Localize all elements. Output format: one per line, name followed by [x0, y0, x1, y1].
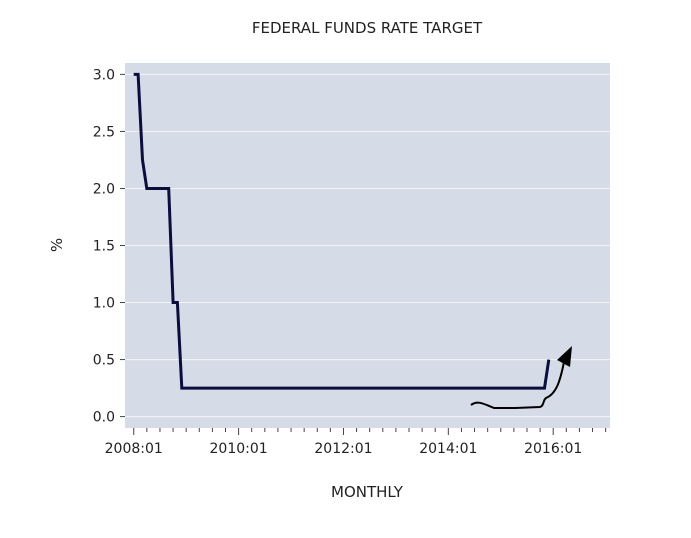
y-axis-label: %	[48, 238, 66, 252]
x-tick-label: 2016:01	[524, 441, 582, 457]
y-tick-label: 0.0	[93, 410, 115, 426]
x-tick-label: 2010:01	[210, 441, 268, 457]
y-tick-label: 2.0	[93, 181, 115, 197]
y-tick-label: 3.0	[93, 67, 115, 83]
y-tick-label: 0.5	[93, 353, 115, 369]
y-tick-label: 1.0	[93, 296, 115, 312]
gridlines	[125, 73, 610, 418]
x-axis: 2008:01 2010:01 2012:01 2014:01 2016:01	[105, 428, 607, 457]
hand-drawn-arrow-annotation	[470, 346, 572, 409]
y-axis: 0.0 0.5 1.0 1.5 2.0 2.5 3.0	[93, 67, 125, 426]
series-line-fed-funds-rate	[133, 72, 551, 390]
x-tick-label: 2014:01	[419, 441, 477, 457]
y-tick-label: 2.5	[93, 124, 115, 140]
chart-title: FEDERAL FUNDS RATE TARGET	[252, 19, 483, 37]
x-tick-label: 2012:01	[314, 441, 372, 457]
y-tick-label: 1.5	[93, 239, 115, 255]
x-tick-label: 2008:01	[105, 441, 163, 457]
x-axis-label: MONTHLY	[331, 483, 404, 501]
